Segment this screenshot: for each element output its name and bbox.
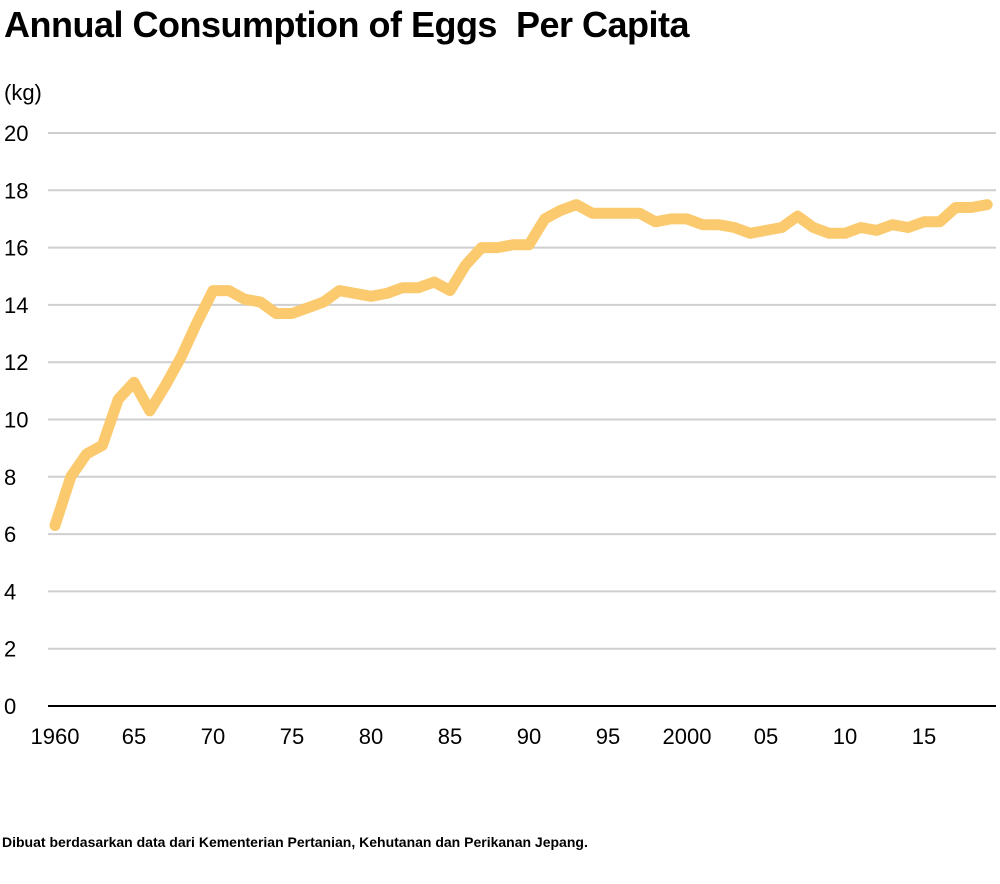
x-tick-label: 85	[438, 724, 462, 749]
x-tick-label: 2000	[663, 724, 712, 749]
y-tick-label: 18	[4, 178, 28, 203]
axis-labels: 0 2 4 6 8 10 12 14 16 18 20 (kg) 1960 65 70 75 80 85 90 95 2…	[4, 80, 936, 749]
y-tick-label: 10	[4, 408, 28, 433]
x-tick-label: 80	[359, 724, 383, 749]
y-tick-label: 14	[4, 293, 28, 318]
x-tick-label: 1960	[31, 724, 80, 749]
series-line-layer	[49, 199, 993, 531]
chart-title: Annual Consumption of Eggs Per Capita	[4, 4, 690, 45]
x-tick-label: 65	[122, 724, 146, 749]
y-tick-label: 0	[4, 694, 16, 719]
y-tick-label: 16	[4, 236, 28, 261]
x-tick-label: 05	[754, 724, 778, 749]
y-tick-label: 4	[4, 579, 16, 604]
x-tick-label: 10	[833, 724, 857, 749]
y-tick-label: 12	[4, 350, 28, 375]
x-tick-label: 70	[201, 724, 225, 749]
x-tick-label: 75	[280, 724, 304, 749]
y-tick-label: 6	[4, 522, 16, 547]
gridlines	[48, 132, 996, 650]
x-tick-label: 95	[596, 724, 620, 749]
y-tick-label: 2	[4, 637, 16, 662]
y-tick-label: 20	[4, 121, 28, 146]
source-note: Dibuat berdasarkan data dari Kementerian…	[2, 834, 588, 850]
y-tick-label: 8	[4, 465, 16, 490]
y-axis-unit-label: (kg)	[4, 80, 42, 105]
x-tick-label: 15	[912, 724, 936, 749]
x-tick-label: 90	[517, 724, 541, 749]
series-line	[49, 199, 993, 531]
line-chart: 0 2 4 6 8 10 12 14 16 18 20 (kg) 1960 65 70 75 80 85 90 95 2…	[4, 80, 996, 749]
